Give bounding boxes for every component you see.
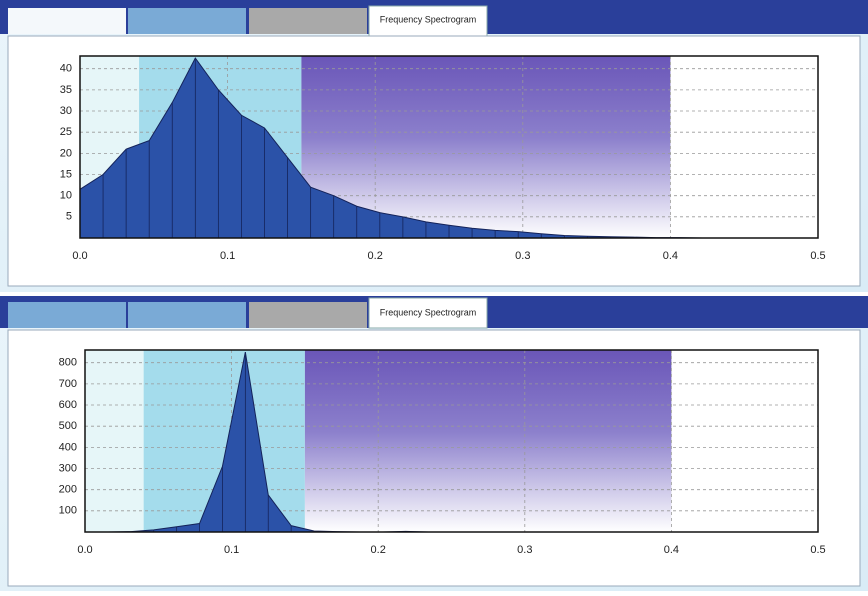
tab-label: Frequency Spectrogram: [380, 14, 477, 24]
tab[interactable]: [249, 302, 367, 328]
y-tick-label: 100: [59, 505, 77, 517]
tab[interactable]: [8, 8, 126, 34]
x-tick-label: 0.2: [371, 544, 386, 556]
band: [304, 350, 672, 532]
x-tick-label: 0.1: [220, 250, 235, 262]
y-tick-label: 10: [60, 190, 72, 202]
tab[interactable]: [8, 302, 126, 328]
x-tick-label: 0.4: [664, 544, 679, 556]
y-tick-label: 700: [59, 378, 77, 390]
y-tick-label: 35: [60, 84, 72, 96]
x-tick-label: 0.5: [810, 544, 825, 556]
y-tick-label: 600: [59, 399, 77, 411]
y-tick-label: 200: [59, 484, 77, 496]
x-tick-label: 0.1: [224, 544, 239, 556]
y-tick-label: 15: [60, 168, 72, 180]
y-tick-label: 400: [59, 441, 77, 453]
y-tick-label: 20: [60, 147, 72, 159]
x-tick-label: 0.4: [663, 250, 678, 262]
tab-active[interactable]: [368, 297, 488, 329]
band: [85, 350, 144, 532]
y-tick-label: 30: [60, 105, 72, 117]
y-tick-label: 40: [60, 63, 72, 75]
x-tick-label: 0.2: [368, 250, 383, 262]
x-tick-label: 0.3: [517, 544, 532, 556]
y-tick-label: 25: [60, 126, 72, 138]
x-tick-label: 0.0: [77, 544, 92, 556]
x-tick-label: 0.0: [72, 250, 87, 262]
x-tick-label: 0.5: [810, 250, 825, 262]
y-tick-label: 300: [59, 462, 77, 474]
tab-label: Frequency Spectrogram: [380, 307, 477, 317]
tab[interactable]: [128, 8, 246, 34]
tab[interactable]: [128, 302, 246, 328]
y-tick-label: 5: [66, 211, 72, 223]
y-tick-label: 500: [59, 420, 77, 432]
plot-border: [79, 55, 819, 239]
plot-border: [84, 349, 819, 533]
tab[interactable]: [249, 8, 367, 34]
y-tick-label: 800: [59, 357, 77, 369]
x-tick-label: 0.3: [515, 250, 530, 262]
